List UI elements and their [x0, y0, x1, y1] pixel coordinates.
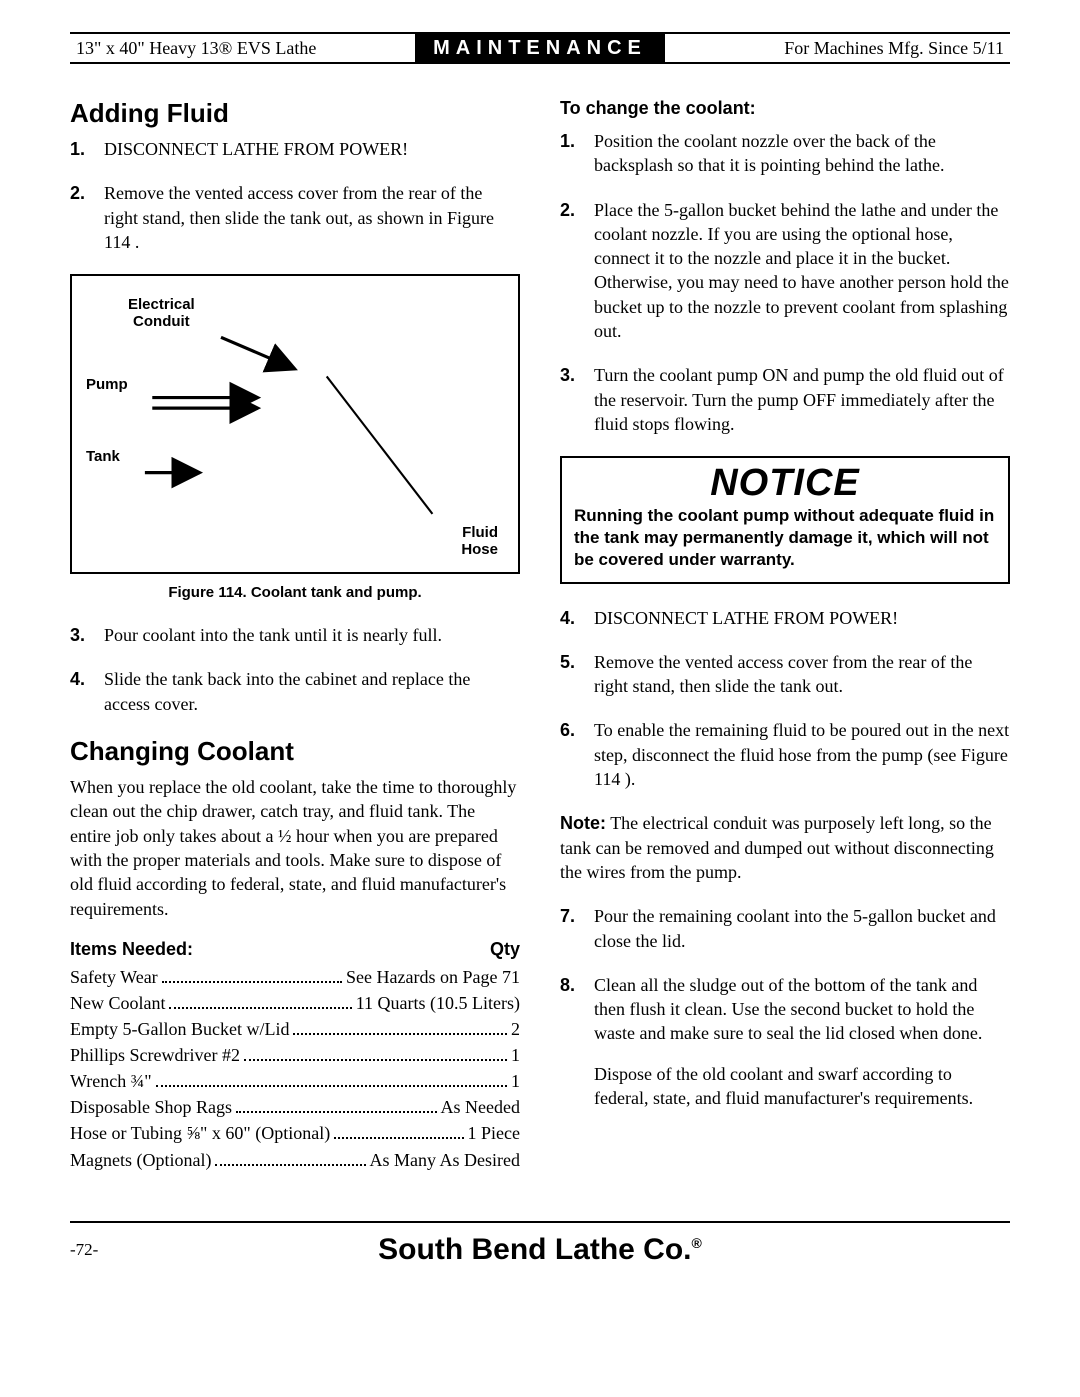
- qty-label: Qty: [490, 939, 520, 960]
- change-step: DISCONNECT LATHE FROM POWER!: [560, 606, 1010, 630]
- content-columns: Adding Fluid DISCONNECT LATHE FROM POWER…: [70, 98, 1010, 1173]
- figure-arrows: [72, 276, 518, 572]
- change-step: Pour the remaining coolant into the 5-ga…: [560, 904, 1010, 953]
- item-value: As Many As Desired: [370, 1147, 521, 1173]
- item-value: 1: [511, 1042, 520, 1068]
- adding-step: Pour coolant into the tank until it is n…: [70, 623, 520, 647]
- change-step: Turn the coolant pump ON and pump the ol…: [560, 363, 1010, 436]
- figure-caption: Figure 114. Coolant tank and pump.: [70, 584, 520, 601]
- change-step: To enable the remaining fluid to be pour…: [560, 718, 1010, 791]
- notice-box: NOTICE Running the coolant pump without …: [560, 456, 1010, 583]
- header-right: For Machines Mfg. Since 5/11: [665, 34, 1010, 62]
- changing-intro: When you replace the old coolant, take t…: [70, 775, 520, 921]
- item-row: Phillips Screwdriver #2 1: [70, 1042, 520, 1068]
- item-row: Wrench ¾" 1: [70, 1068, 520, 1094]
- items-list: Safety Wear See Hazards on Page 71 New Co…: [70, 964, 520, 1173]
- notice-title: NOTICE: [574, 462, 996, 505]
- changing-coolant-heading: Changing Coolant: [70, 736, 520, 767]
- item-value: 11 Quarts (10.5 Liters): [356, 990, 520, 1016]
- adding-step: DISCONNECT LATHE FROM POWER!: [70, 137, 520, 161]
- note-body: The electrical conduit was purposely lef…: [560, 813, 994, 882]
- header-bar: 13" x 40" Heavy 13® EVS Lathe MAINTENANC…: [70, 32, 1010, 64]
- adding-fluid-steps: DISCONNECT LATHE FROM POWER! Remove the …: [70, 137, 520, 254]
- page-number: -72-: [70, 1240, 98, 1260]
- change-step: Remove the vented access cover from the …: [560, 650, 1010, 699]
- item-value: See Hazards on Page 71: [346, 964, 520, 990]
- change-step: Clean all the sludge out of the bottom o…: [560, 973, 1010, 1046]
- item-label: Hose or Tubing ⅝" x 60" (Optional): [70, 1120, 330, 1146]
- header-left: 13" x 40" Heavy 13® EVS Lathe: [70, 34, 415, 62]
- note-paragraph: Note: The electrical conduit was purpose…: [560, 811, 1010, 884]
- dispose-paragraph: Dispose of the old coolant and swarf acc…: [560, 1062, 1010, 1111]
- item-label: Disposable Shop Rags: [70, 1094, 232, 1120]
- note-label: Note:: [560, 813, 606, 833]
- item-value: 1 Piece: [468, 1120, 520, 1146]
- right-column: To change the coolant: Position the cool…: [560, 98, 1010, 1173]
- notice-body: Running the coolant pump without adequat…: [574, 505, 996, 571]
- footer: -72- South Bend Lathe Co.®: [70, 1223, 1010, 1267]
- change-step: Position the coolant nozzle over the bac…: [560, 129, 1010, 178]
- change-steps-b: DISCONNECT LATHE FROM POWER! Remove the …: [560, 606, 1010, 792]
- header-center: MAINTENANCE: [415, 34, 665, 62]
- item-row: Safety Wear See Hazards on Page 71: [70, 964, 520, 990]
- item-value: As Needed: [441, 1094, 520, 1120]
- brand-name: South Bend Lathe Co.®: [378, 1233, 702, 1267]
- items-needed-header: Items Needed: Qty: [70, 939, 520, 960]
- adding-fluid-steps-cont: Pour coolant into the tank until it is n…: [70, 623, 520, 716]
- item-row: Hose or Tubing ⅝" x 60" (Optional) 1 Piec…: [70, 1120, 520, 1146]
- to-change-subhead: To change the coolant:: [560, 98, 1010, 119]
- item-label: Phillips Screwdriver #2: [70, 1042, 240, 1068]
- figure-114: Electrical Conduit Pump Tank Fluid Hose: [70, 274, 520, 574]
- item-label: Magnets (Optional): [70, 1147, 211, 1173]
- item-label: Safety Wear: [70, 964, 158, 990]
- item-label: Empty 5-Gallon Bucket w/Lid: [70, 1016, 289, 1042]
- item-label: New Coolant: [70, 990, 165, 1016]
- item-value: 1: [511, 1068, 520, 1094]
- change-steps-c: Pour the remaining coolant into the 5-ga…: [560, 904, 1010, 1045]
- item-row: Empty 5-Gallon Bucket w/Lid 2: [70, 1016, 520, 1042]
- item-label: Wrench ¾": [70, 1068, 152, 1094]
- adding-step: Remove the vented access cover from the …: [70, 181, 520, 254]
- item-row: New Coolant 11 Quarts (10.5 Liters): [70, 990, 520, 1016]
- adding-step: Slide the tank back into the cabinet and…: [70, 667, 520, 716]
- items-needed-label: Items Needed:: [70, 939, 193, 960]
- change-steps-a: Position the coolant nozzle over the bac…: [560, 129, 1010, 436]
- item-row: Magnets (Optional) As Many As Desired: [70, 1147, 520, 1173]
- change-step: Place the 5-gallon bucket behind the lat…: [560, 198, 1010, 344]
- left-column: Adding Fluid DISCONNECT LATHE FROM POWER…: [70, 98, 520, 1173]
- item-row: Disposable Shop Rags As Needed: [70, 1094, 520, 1120]
- adding-fluid-heading: Adding Fluid: [70, 98, 520, 129]
- item-value: 2: [511, 1016, 520, 1042]
